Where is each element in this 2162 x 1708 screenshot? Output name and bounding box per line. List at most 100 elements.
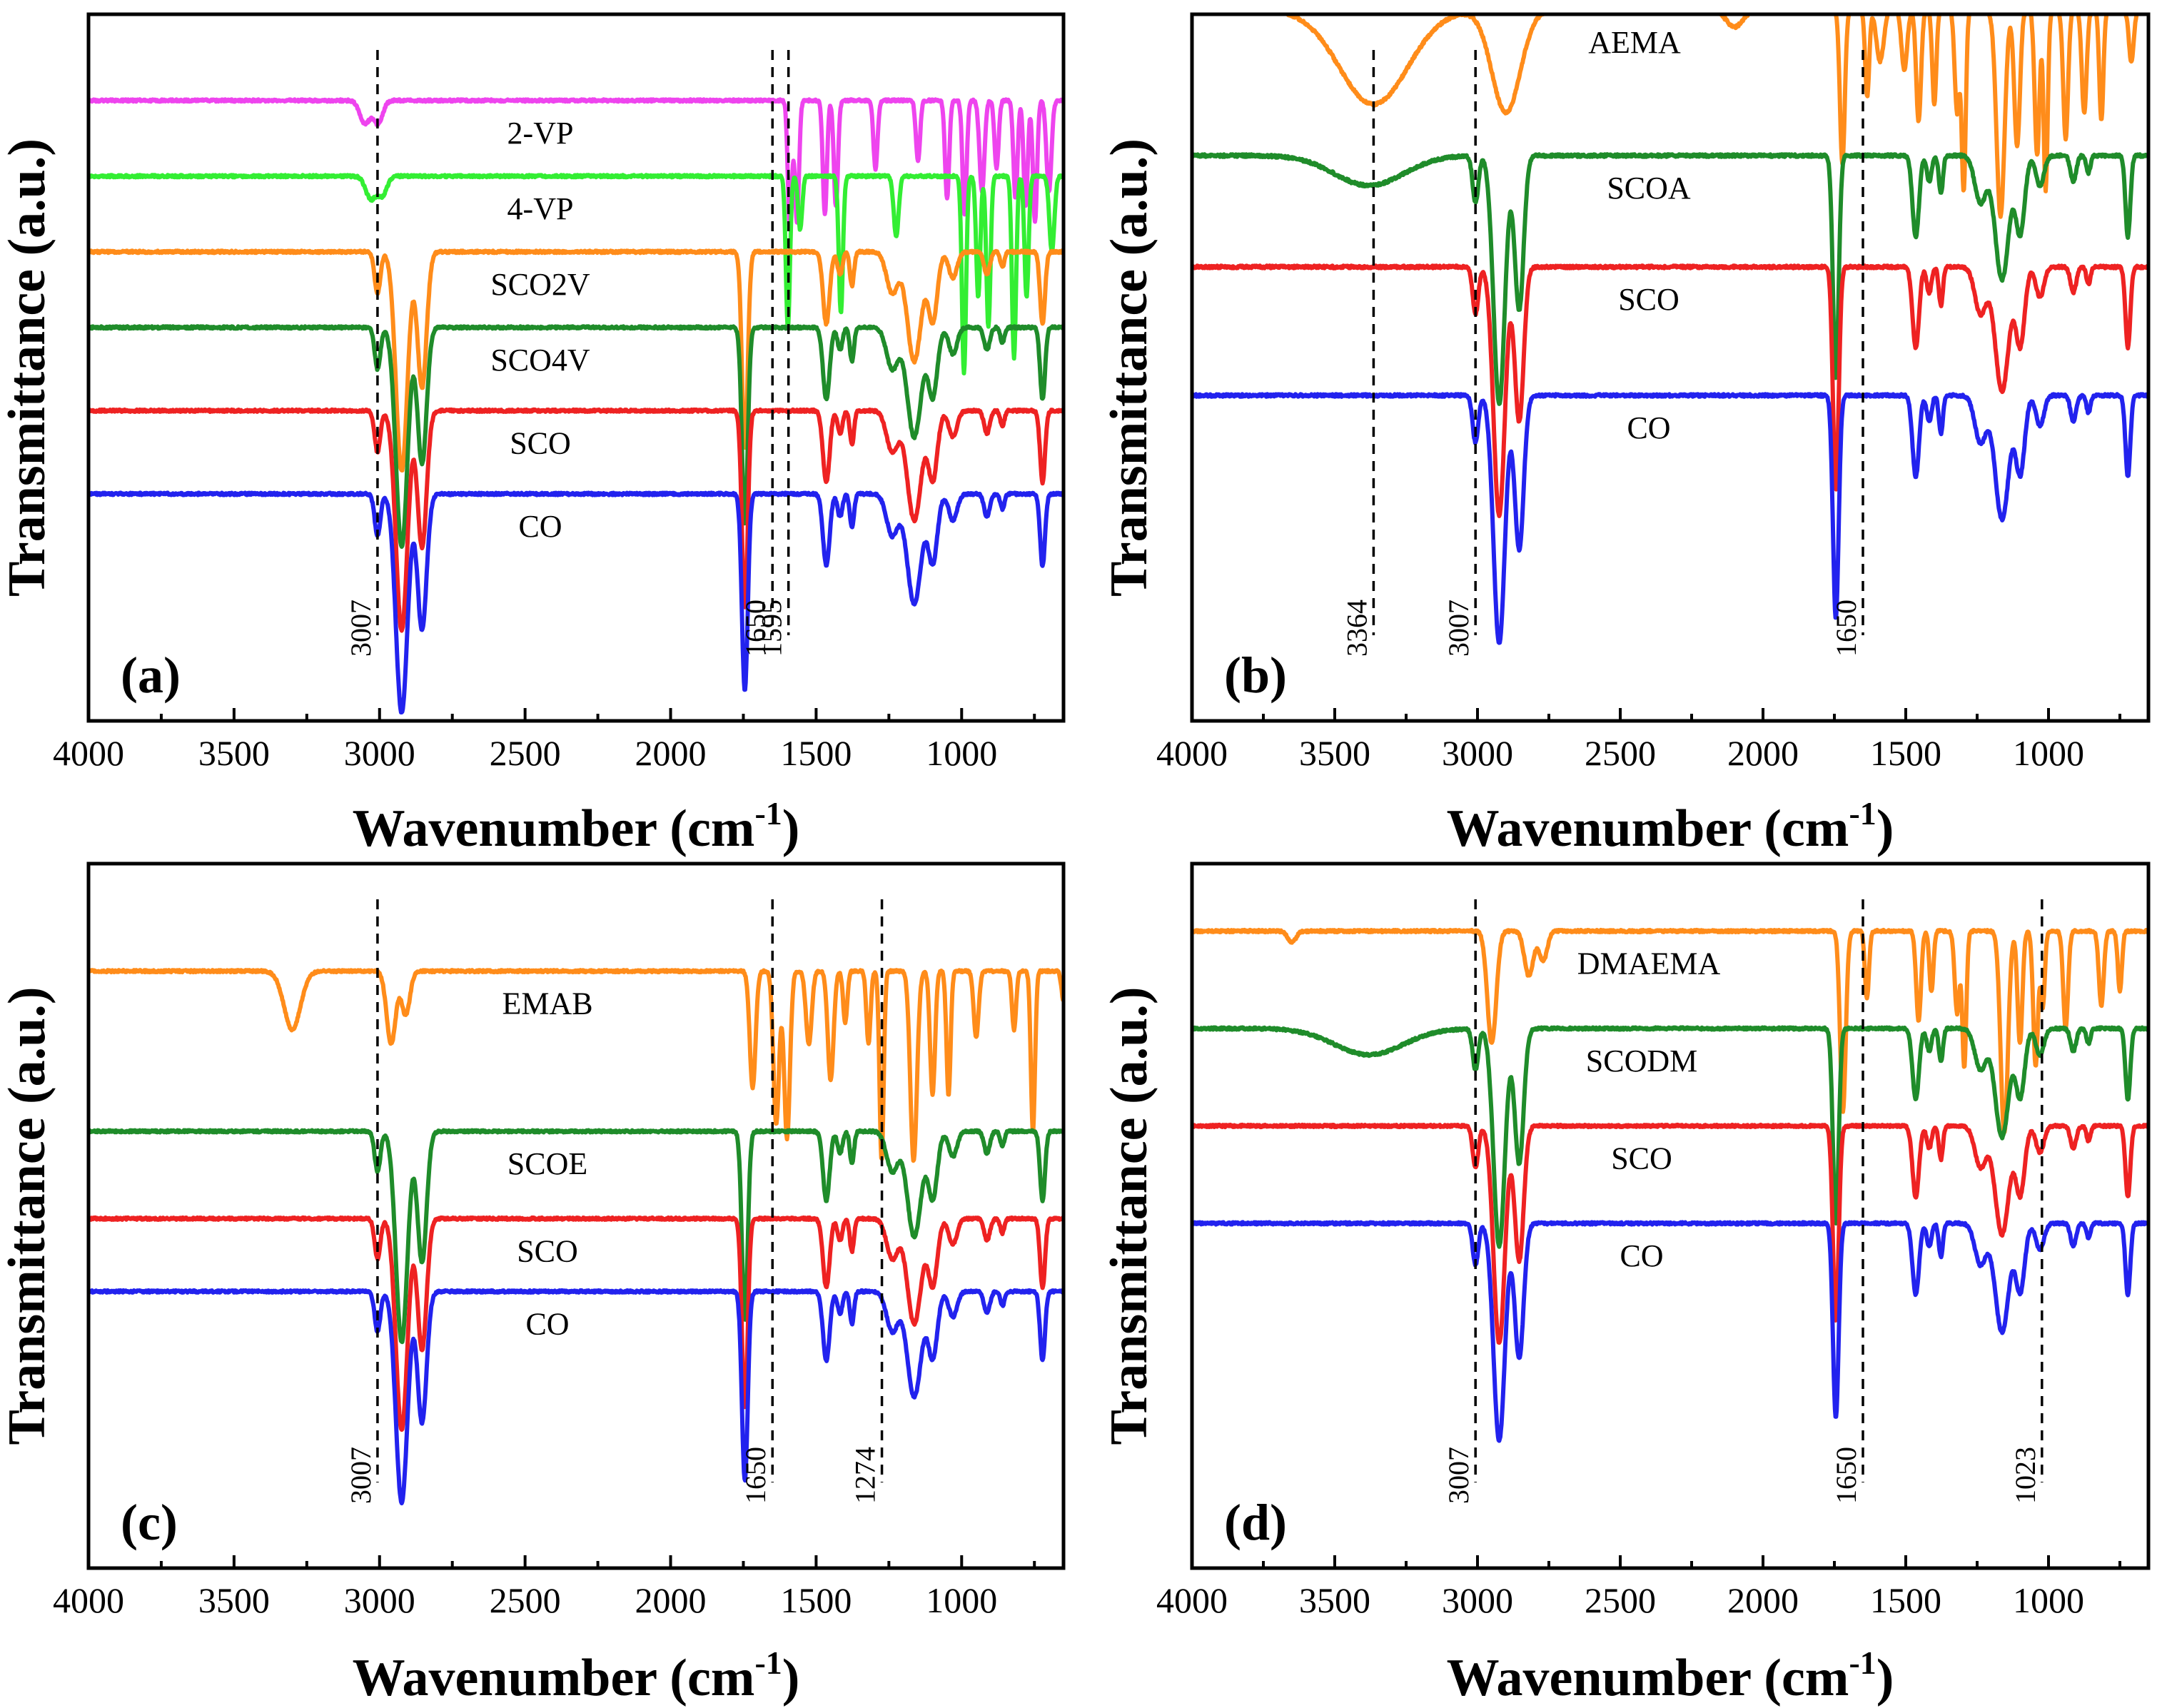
x-axis-title: Wavenumber (cm-1) [353, 1644, 800, 1707]
x-tick-label: 4000 [1156, 733, 1228, 773]
series-line-scoe [89, 1128, 1064, 1345]
series-label-co: CO [518, 509, 562, 544]
series-line-2-vp [89, 97, 1064, 232]
x-tick-label: 1000 [2013, 1580, 2084, 1620]
chart-panel-2: EMAB SCOE SCO CO 3007 1650 1274 4000 3500 3000 250… [0, 861, 1066, 1707]
x-tick-label: 2500 [490, 733, 561, 773]
plot-area [1192, 14, 2148, 645]
series-line-sco [89, 407, 1064, 633]
chart-panel-1: AEMA SCOA SCO CO 3364 3007 1650 4000 3500 3000 250… [1100, 12, 2151, 858]
series-label-emab: EMAB [502, 986, 592, 1021]
series-line-co [89, 1288, 1064, 1506]
peak-label-1650: 1650 [1830, 1447, 1862, 1504]
x-axis-title-close: ) [782, 1649, 800, 1707]
x-axis-title-main: Wavenumber (cm [353, 1649, 755, 1707]
peak-label-3007: 3007 [345, 1447, 377, 1504]
x-tick-label: 4000 [1156, 1580, 1228, 1620]
x-axis-title: Wavenumber (cm-1) [1447, 795, 1894, 858]
peak-label-1023: 1023 [2009, 1447, 2041, 1504]
x-tick-label: 2000 [1727, 1580, 1799, 1620]
peak-label-1650: 1650 [1830, 600, 1862, 657]
x-tick-label: 2500 [1585, 733, 1656, 773]
x-axis-title-close: ) [782, 799, 800, 858]
series-label-scodm: SCODM [1586, 1044, 1698, 1078]
axes-frame [86, 12, 1066, 723]
series-line-co [89, 490, 1064, 714]
series-line-sco4v [89, 324, 1064, 549]
x-tick-label: 4000 [53, 1580, 124, 1620]
peak-label-3007: 3007 [1443, 600, 1475, 657]
x-axis-title-sup: -1 [754, 1644, 782, 1681]
series-line-co [1192, 392, 2148, 645]
series-label-sco: SCO [517, 1233, 578, 1268]
axes-frame [1190, 12, 2151, 723]
x-tick-label: 1000 [2013, 733, 2084, 773]
y-axis-title: Transmittance (a.u.) [0, 987, 56, 1445]
series-label-sco: SCO [510, 425, 571, 460]
x-axis-title-close: ) [1876, 799, 1894, 858]
x-tick-label: 1500 [1870, 733, 1941, 773]
series-line-co [1192, 1220, 2148, 1443]
x-tick-label: 3500 [198, 1580, 270, 1620]
panel-label: (a) [121, 647, 181, 704]
x-tick-label: 1500 [780, 1580, 852, 1620]
series-label-co: CO [1627, 410, 1670, 445]
x-tick-label: 3000 [344, 733, 415, 773]
x-axis-title-close: ) [1876, 1649, 1894, 1707]
x-tick-label: 4000 [53, 733, 124, 773]
x-axis-title-sup: -1 [1849, 795, 1876, 832]
series-line-sco [1192, 263, 2148, 518]
x-tick-label: 2500 [490, 1580, 561, 1620]
peak-label-3364: 3364 [1340, 600, 1373, 657]
series-label-sco: SCO [1618, 282, 1679, 317]
panel-label: (d) [1224, 1494, 1287, 1551]
panel-label: (c) [121, 1494, 178, 1551]
series-label-dmaema: DMAEMA [1577, 946, 1721, 981]
series-label-sco4v: SCO4V [490, 343, 590, 378]
y-axis-title: Transmittance (a.u.) [1100, 987, 1158, 1445]
x-axis-title-main: Wavenumber (cm [353, 799, 755, 858]
series-label-scoe: SCOE [507, 1146, 587, 1181]
series-label-co: CO [525, 1306, 569, 1341]
series-line-emab [89, 968, 1064, 1163]
peak-label-1274: 1274 [849, 1447, 882, 1504]
peak-label-3007: 3007 [1443, 1447, 1475, 1504]
x-tick-label: 3500 [1299, 733, 1370, 773]
x-tick-label: 2000 [635, 733, 707, 773]
x-tick-label: 3000 [1442, 1580, 1513, 1620]
y-axis-title: Transmittance (a.u.) [0, 138, 56, 597]
x-axis-title-main: Wavenumber (cm [1447, 799, 1849, 858]
x-axis-title-sup: -1 [754, 795, 782, 832]
series-line-scodm [1192, 1025, 2148, 1249]
series-label-co: CO [1620, 1238, 1663, 1273]
x-tick-label: 1500 [780, 733, 852, 773]
x-axis-title: Wavenumber (cm-1) [1447, 1644, 1894, 1707]
x-tick-label: 2000 [635, 1580, 707, 1620]
y-axis-title: Transmittance (a.u.) [1100, 138, 1158, 597]
axes-frame [1190, 861, 2151, 1570]
x-tick-label: 3000 [1442, 733, 1513, 773]
peak-label-1595: 1595 [756, 600, 788, 657]
x-tick-label: 3500 [198, 733, 270, 773]
peak-label-1650: 1650 [739, 1447, 772, 1504]
plot-area [89, 968, 1064, 1506]
x-tick-label: 2000 [1727, 733, 1799, 773]
axes-frame [86, 861, 1066, 1570]
series-line-sco [89, 1215, 1064, 1432]
x-tick-label: 1000 [926, 733, 997, 773]
x-axis-title-sup: -1 [1849, 1644, 1876, 1681]
x-tick-label: 3000 [344, 1580, 415, 1620]
peak-label-3007: 3007 [345, 600, 377, 657]
series-line-dmaema [1192, 927, 2148, 1135]
series-line-sco2v [89, 248, 1064, 473]
series-line-scoa [1192, 152, 2148, 406]
x-axis-title: Wavenumber (cm-1) [353, 795, 800, 858]
series-label-aema: AEMA [1588, 25, 1681, 60]
chart-panel-3: DMAEMA SCODM SCO CO 3007 1650 1023 4000 3500 3000… [1100, 861, 2151, 1707]
panel-label: (b) [1224, 647, 1287, 704]
x-tick-label: 1500 [1870, 1580, 1941, 1620]
x-tick-label: 3500 [1299, 1580, 1370, 1620]
series-label-sco: SCO [1611, 1141, 1672, 1176]
